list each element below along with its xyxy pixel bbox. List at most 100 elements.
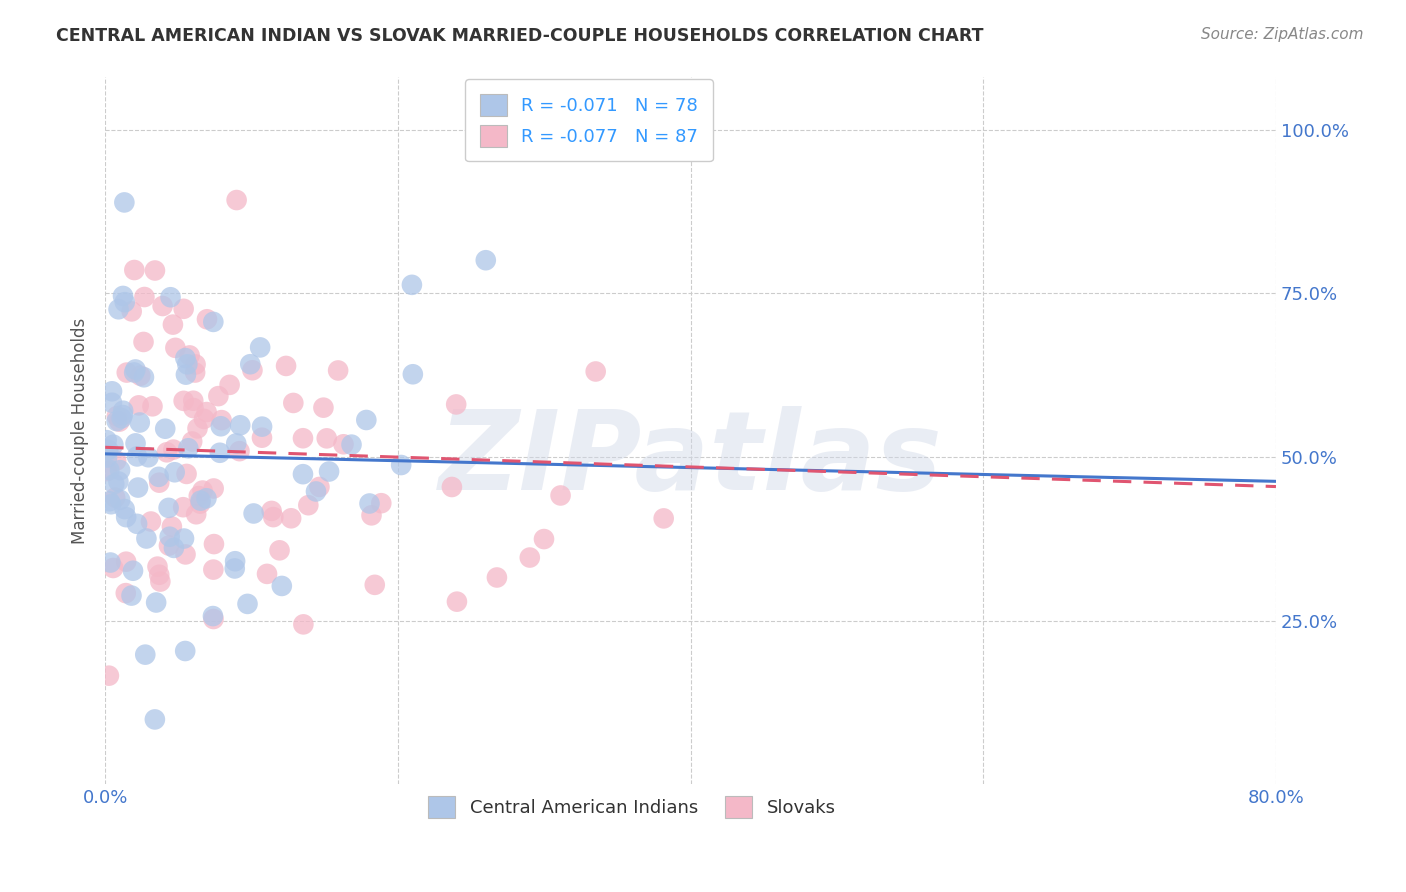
Point — [98, 463, 121, 477]
Point — [250, 419, 273, 434]
Point — [228, 444, 250, 458]
Point — [96, 464, 118, 478]
Point — [224, 554, 246, 568]
Point — [104, 491, 127, 505]
Point — [111, 289, 134, 303]
Point — [139, 515, 162, 529]
Point — [115, 510, 138, 524]
Point — [340, 437, 363, 451]
Point — [326, 363, 349, 377]
Point — [114, 502, 136, 516]
Point — [305, 484, 328, 499]
Text: Source: ZipAtlas.com: Source: ZipAtlas.com — [1201, 27, 1364, 42]
Point — [111, 411, 134, 425]
Point — [128, 416, 150, 430]
Point — [114, 586, 136, 600]
Point — [122, 564, 145, 578]
Point — [100, 497, 122, 511]
Point — [181, 393, 204, 408]
Y-axis label: Married-couple Households: Married-couple Households — [72, 318, 89, 544]
Point — [115, 555, 138, 569]
Point — [163, 465, 186, 479]
Point — [174, 548, 197, 562]
Point — [201, 609, 224, 624]
Point — [159, 530, 181, 544]
Point — [208, 446, 231, 460]
Point — [475, 253, 498, 268]
Point — [446, 595, 468, 609]
Point — [124, 436, 146, 450]
Point — [121, 304, 143, 318]
Point — [103, 438, 125, 452]
Point — [359, 496, 381, 510]
Point — [127, 481, 149, 495]
Point — [389, 458, 412, 472]
Point — [652, 511, 675, 525]
Point — [184, 366, 207, 380]
Point — [202, 482, 225, 496]
Point — [318, 465, 340, 479]
Point — [152, 299, 174, 313]
Point — [173, 301, 195, 316]
Point — [360, 508, 382, 523]
Point — [115, 366, 138, 380]
Point — [183, 401, 205, 416]
Point — [364, 578, 387, 592]
Text: CENTRAL AMERICAN INDIAN VS SLOVAK MARRIED-COUPLE HOUSEHOLDS CORRELATION CHART: CENTRAL AMERICAN INDIAN VS SLOVAK MARRIE… — [56, 27, 984, 45]
Point — [191, 483, 214, 498]
Point — [121, 589, 143, 603]
Point — [308, 480, 330, 494]
Point — [105, 453, 128, 467]
Point — [315, 431, 337, 445]
Point — [249, 340, 271, 354]
Point — [533, 532, 555, 546]
Point — [312, 401, 335, 415]
Point — [195, 312, 218, 326]
Point — [292, 617, 315, 632]
Point — [291, 467, 314, 482]
Point — [101, 396, 124, 410]
Point — [444, 397, 467, 411]
Point — [195, 405, 218, 419]
Point — [138, 450, 160, 465]
Point — [108, 463, 131, 477]
Point — [174, 351, 197, 365]
Point — [173, 393, 195, 408]
Point — [270, 579, 292, 593]
Point — [97, 668, 120, 682]
Point — [105, 414, 128, 428]
Point — [177, 442, 200, 456]
Point — [291, 431, 314, 445]
Point — [209, 419, 232, 434]
Point — [260, 504, 283, 518]
Point — [157, 500, 180, 515]
Point — [211, 413, 233, 427]
Point — [236, 597, 259, 611]
Point — [162, 318, 184, 332]
Point — [143, 713, 166, 727]
Point — [98, 494, 121, 508]
Point — [96, 433, 118, 447]
Point — [155, 422, 177, 436]
Point — [105, 409, 128, 424]
Point — [145, 595, 167, 609]
Point — [256, 566, 278, 581]
Point — [176, 357, 198, 371]
Point — [402, 368, 425, 382]
Point — [190, 493, 212, 508]
Point — [242, 363, 264, 377]
Text: ZIPatlas: ZIPatlas — [439, 406, 942, 513]
Point — [108, 492, 131, 507]
Point — [127, 516, 149, 531]
Point — [103, 561, 125, 575]
Point — [274, 359, 297, 373]
Point — [440, 480, 463, 494]
Point — [165, 341, 187, 355]
Point — [519, 550, 541, 565]
Point — [148, 567, 170, 582]
Point — [550, 488, 572, 502]
Point — [108, 415, 131, 429]
Point — [125, 450, 148, 464]
Point — [111, 408, 134, 422]
Point — [218, 377, 240, 392]
